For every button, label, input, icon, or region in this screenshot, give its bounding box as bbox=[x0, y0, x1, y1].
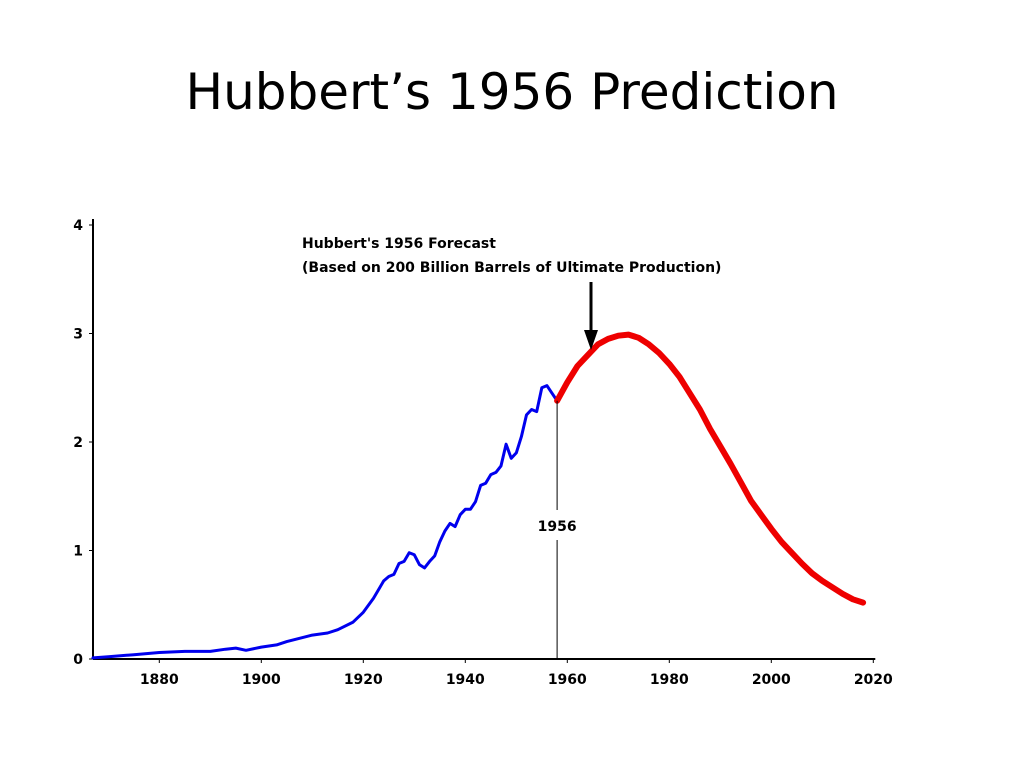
x-tick-label: 1880 bbox=[140, 672, 179, 688]
y-tick-label: 1 bbox=[73, 544, 83, 560]
x-tick-label: 1940 bbox=[446, 672, 485, 688]
x-tick-label: 1920 bbox=[344, 672, 383, 688]
historical-production-line bbox=[91, 384, 559, 660]
x-tick-label: 1960 bbox=[548, 672, 587, 688]
y-tick-label: 0 bbox=[73, 652, 83, 668]
x-tick-label: 1980 bbox=[650, 672, 689, 688]
slide-title: Hubbert’s 1956 Prediction bbox=[185, 63, 839, 121]
chart-ticks: 0 1 2 3 4 1880 1900 1920 1940 1960 1980 2000 2020 bbox=[73, 218, 893, 688]
chart-axes bbox=[92, 219, 876, 660]
x-tick-label: 1900 bbox=[242, 672, 281, 688]
forecast-curve-line bbox=[554, 331, 867, 606]
forecast-label-line: (Based on 200 Billion Barrels of Ultimat… bbox=[302, 260, 721, 276]
chart-annotations: Hubbert's 1956 Forecast (Based on 200 Bil… bbox=[302, 236, 721, 659]
y-tick-label: 2 bbox=[73, 435, 83, 451]
y-tick-label: 4 bbox=[73, 218, 83, 234]
y-tick-label: 3 bbox=[73, 327, 83, 343]
x-tick-label: 2000 bbox=[752, 672, 791, 688]
x-tick-label: 2020 bbox=[854, 672, 893, 688]
marker-year-label: 1956 bbox=[538, 519, 577, 535]
forecast-label-line: Hubbert's 1956 Forecast bbox=[302, 236, 496, 252]
chart-marks bbox=[91, 331, 867, 660]
forecast-arrow-head bbox=[584, 330, 598, 350]
